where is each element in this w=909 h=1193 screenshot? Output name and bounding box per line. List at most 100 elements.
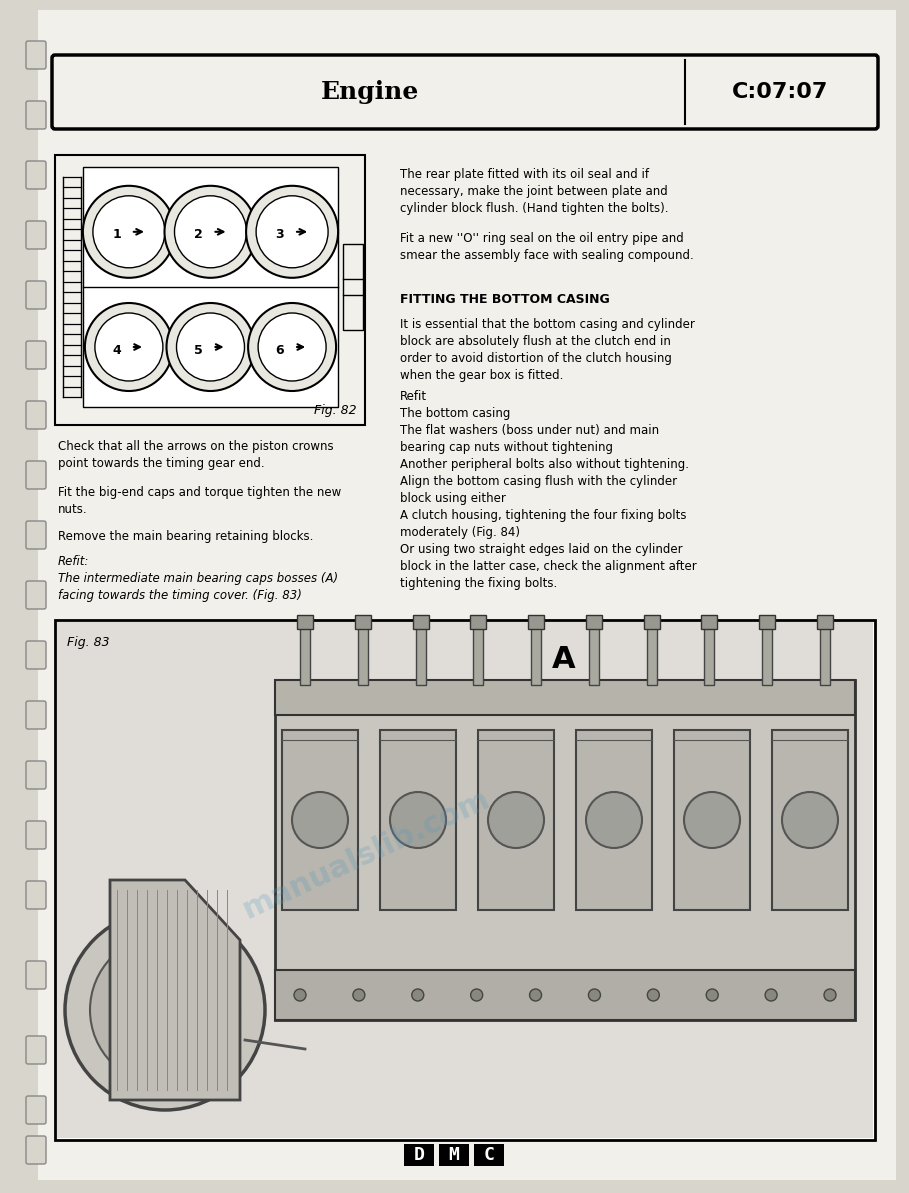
- FancyBboxPatch shape: [26, 701, 46, 729]
- FancyBboxPatch shape: [26, 1036, 46, 1064]
- Circle shape: [706, 989, 718, 1001]
- Circle shape: [65, 910, 265, 1109]
- Bar: [474, 1144, 504, 1166]
- Circle shape: [647, 989, 659, 1001]
- Bar: [820, 625, 830, 685]
- Text: Fig. 83: Fig. 83: [67, 636, 110, 649]
- Bar: [646, 625, 656, 685]
- FancyBboxPatch shape: [26, 641, 46, 669]
- Circle shape: [294, 989, 306, 1001]
- FancyBboxPatch shape: [26, 401, 46, 429]
- Circle shape: [782, 792, 838, 848]
- Circle shape: [85, 303, 173, 391]
- Bar: [474, 625, 484, 685]
- Text: Remove the main bearing retaining blocks.: Remove the main bearing retaining blocks…: [58, 530, 314, 543]
- Circle shape: [166, 303, 255, 391]
- Circle shape: [176, 313, 245, 381]
- Text: Fit the big-end caps and torque tighten the new
nuts.: Fit the big-end caps and torque tighten …: [58, 486, 341, 517]
- Text: Fig. 82: Fig. 82: [315, 404, 357, 418]
- Text: C: C: [484, 1146, 494, 1164]
- Text: Refit:
The intermediate main bearing caps bosses (A)
facing towards the timing c: Refit: The intermediate main bearing cap…: [58, 555, 338, 602]
- Circle shape: [588, 989, 601, 1001]
- Bar: [439, 1144, 469, 1166]
- FancyBboxPatch shape: [26, 1136, 46, 1164]
- Bar: [275, 680, 855, 1020]
- Bar: [478, 730, 554, 910]
- Text: It is essential that the bottom casing and cylinder
block are absolutely flush a: It is essential that the bottom casing a…: [400, 319, 694, 382]
- FancyBboxPatch shape: [26, 221, 46, 249]
- Circle shape: [390, 792, 446, 848]
- Bar: [282, 730, 358, 910]
- Bar: [57, 622, 873, 1138]
- Bar: [358, 625, 368, 685]
- Circle shape: [93, 196, 165, 267]
- Text: Engine: Engine: [321, 80, 419, 104]
- Bar: [297, 616, 313, 629]
- Text: 4: 4: [112, 344, 121, 357]
- Text: A: A: [552, 645, 575, 674]
- Circle shape: [824, 989, 836, 1001]
- Bar: [300, 625, 310, 685]
- FancyBboxPatch shape: [26, 41, 46, 69]
- Bar: [704, 625, 714, 685]
- FancyBboxPatch shape: [26, 581, 46, 608]
- Text: FITTING THE BOTTOM CASING: FITTING THE BOTTOM CASING: [400, 293, 610, 305]
- Circle shape: [530, 989, 542, 1001]
- Bar: [589, 625, 599, 685]
- FancyBboxPatch shape: [26, 962, 46, 989]
- Text: C:07:07: C:07:07: [732, 82, 828, 101]
- Bar: [702, 616, 717, 629]
- Bar: [55, 155, 365, 425]
- FancyBboxPatch shape: [52, 55, 878, 129]
- Circle shape: [175, 196, 246, 267]
- Circle shape: [586, 792, 642, 848]
- Circle shape: [292, 792, 348, 848]
- Bar: [404, 1144, 434, 1166]
- Bar: [83, 167, 338, 407]
- Circle shape: [488, 792, 544, 848]
- Text: 1: 1: [112, 228, 121, 241]
- Bar: [644, 616, 660, 629]
- Bar: [380, 730, 456, 910]
- Polygon shape: [110, 880, 240, 1100]
- Circle shape: [246, 186, 338, 278]
- Circle shape: [765, 989, 777, 1001]
- FancyBboxPatch shape: [26, 341, 46, 369]
- Bar: [413, 616, 428, 629]
- Text: D: D: [414, 1146, 425, 1164]
- Text: 3: 3: [275, 228, 285, 241]
- Bar: [275, 970, 855, 1020]
- Text: 5: 5: [194, 344, 203, 357]
- FancyBboxPatch shape: [26, 282, 46, 309]
- Text: Check that all the arrows on the piston crowns
point towards the timing gear end: Check that all the arrows on the piston …: [58, 440, 334, 470]
- Text: M: M: [448, 1146, 459, 1164]
- Circle shape: [471, 989, 483, 1001]
- Bar: [531, 625, 541, 685]
- Bar: [55, 620, 875, 1141]
- Circle shape: [95, 313, 163, 381]
- FancyBboxPatch shape: [26, 161, 46, 188]
- Bar: [772, 730, 848, 910]
- Bar: [355, 616, 371, 629]
- FancyBboxPatch shape: [26, 521, 46, 549]
- FancyBboxPatch shape: [26, 460, 46, 489]
- Text: manualslib.com: manualslib.com: [238, 784, 495, 925]
- FancyBboxPatch shape: [26, 880, 46, 909]
- FancyBboxPatch shape: [26, 761, 46, 789]
- Circle shape: [165, 186, 256, 278]
- Bar: [674, 730, 750, 910]
- Bar: [586, 616, 602, 629]
- Bar: [576, 730, 652, 910]
- Circle shape: [412, 989, 424, 1001]
- Bar: [763, 625, 773, 685]
- Bar: [275, 680, 855, 715]
- Circle shape: [115, 960, 215, 1061]
- Circle shape: [90, 935, 240, 1084]
- Circle shape: [258, 313, 326, 381]
- Bar: [343, 243, 363, 330]
- Bar: [415, 625, 425, 685]
- Circle shape: [83, 186, 175, 278]
- Bar: [528, 616, 544, 629]
- Bar: [817, 616, 833, 629]
- Circle shape: [684, 792, 740, 848]
